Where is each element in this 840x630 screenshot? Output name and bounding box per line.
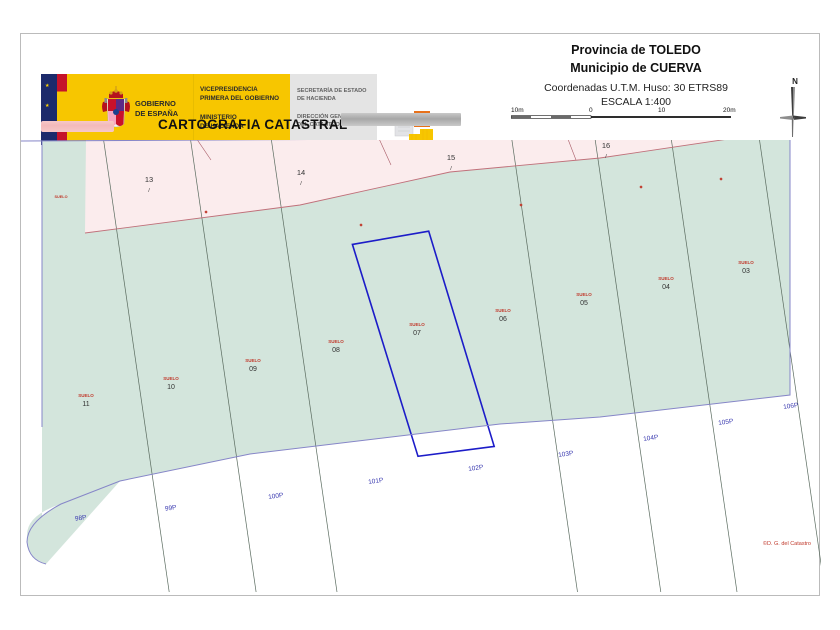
svg-text:SUELO: SUELO bbox=[328, 339, 344, 344]
svg-text:SUELO: SUELO bbox=[245, 358, 261, 363]
svg-text:100P: 100P bbox=[268, 492, 284, 501]
svg-text:SUELO: SUELO bbox=[78, 393, 94, 398]
svg-text:08: 08 bbox=[332, 347, 340, 354]
svg-text:SUELO: SUELO bbox=[163, 376, 179, 381]
svg-text:20m: 20m bbox=[723, 107, 736, 114]
svg-text:05: 05 bbox=[580, 300, 588, 307]
svg-text:07: 07 bbox=[413, 330, 421, 337]
svg-text:SUELO: SUELO bbox=[658, 276, 674, 281]
svg-text:102P: 102P bbox=[468, 464, 484, 473]
svg-text:10: 10 bbox=[167, 384, 175, 391]
svg-text:106P: 106P bbox=[783, 402, 799, 411]
svg-text:103P: 103P bbox=[558, 450, 574, 459]
svg-text:16: 16 bbox=[602, 141, 610, 150]
svg-text:03: 03 bbox=[742, 268, 750, 275]
svg-text:SUELO: SUELO bbox=[738, 260, 754, 265]
svg-text:SUELO: SUELO bbox=[576, 292, 592, 297]
svg-text:101P: 101P bbox=[368, 477, 384, 486]
svg-text:10: 10 bbox=[658, 107, 666, 114]
svg-text:13: 13 bbox=[145, 175, 153, 184]
svg-text:SUELO: SUELO bbox=[54, 195, 67, 199]
svg-text:SUELO: SUELO bbox=[409, 322, 425, 327]
svg-text:98P: 98P bbox=[75, 514, 87, 523]
svg-text:06: 06 bbox=[499, 316, 507, 323]
svg-text:04: 04 bbox=[662, 284, 670, 291]
svg-text:105P: 105P bbox=[718, 418, 734, 427]
svg-text:0: 0 bbox=[589, 107, 593, 114]
svg-text:©D. G. del Catastro: ©D. G. del Catastro bbox=[763, 540, 811, 547]
svg-text:SUELO: SUELO bbox=[495, 308, 511, 313]
svg-text:14: 14 bbox=[297, 168, 305, 177]
svg-text:15: 15 bbox=[447, 153, 455, 162]
svg-text:N: N bbox=[792, 77, 798, 86]
svg-text:10m: 10m bbox=[511, 107, 524, 114]
svg-text:99P: 99P bbox=[165, 504, 177, 513]
svg-text:09: 09 bbox=[249, 366, 257, 373]
svg-text:11: 11 bbox=[82, 401, 89, 408]
svg-text:104P: 104P bbox=[643, 434, 659, 443]
